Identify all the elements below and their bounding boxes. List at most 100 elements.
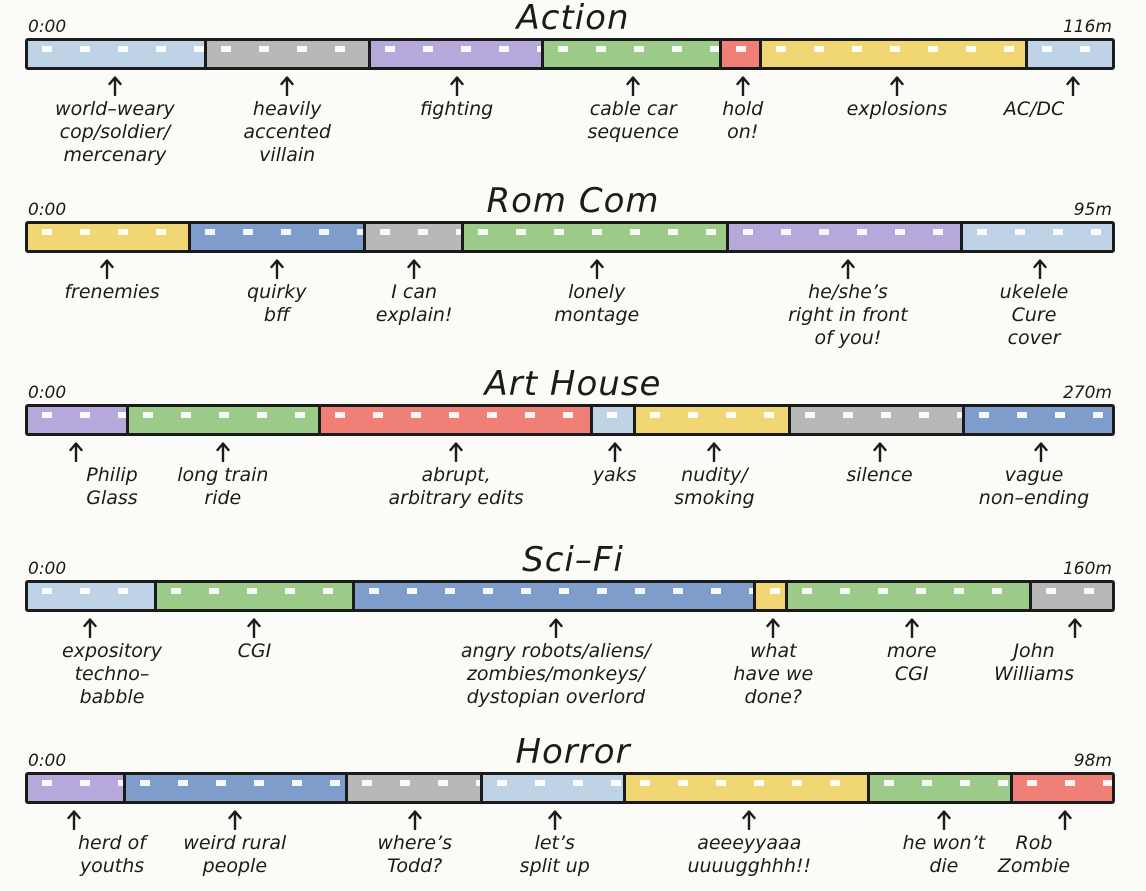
segment-label-line: nudity/ <box>681 464 748 486</box>
segment-label-line: arbitrary edits <box>388 487 524 509</box>
genre-title: Horror <box>515 732 631 772</box>
segment-label: quirky bff <box>167 281 387 327</box>
segment-label-line: hold <box>722 98 764 120</box>
segment-label: heavily accented villain <box>177 98 397 167</box>
up-arrow-icon <box>280 76 294 96</box>
start-time: 0:00 <box>28 559 67 579</box>
up-arrow-icon <box>548 810 562 830</box>
segment-label: frenemies <box>2 281 222 304</box>
segment-label-line: Glass <box>86 487 138 509</box>
up-arrow-icon <box>270 259 284 279</box>
segment-label: he/she’s right in front of you! <box>738 281 958 350</box>
segment-label-line: quirky <box>247 281 307 303</box>
segment-label-line: smoking <box>674 487 755 509</box>
segment-label: ukelele Cure cover <box>924 281 1144 350</box>
timeline-segment <box>756 583 788 609</box>
up-arrow-icon <box>872 442 887 462</box>
segment-label-line: heavily <box>252 98 322 120</box>
segment-label-line: vague <box>1004 464 1064 486</box>
segment-label-line: non–ending <box>978 487 1090 509</box>
segment-label-line: fighting <box>420 98 494 120</box>
segment-label: angry robots/aliens/zombies/monkeys/dyst… <box>446 640 666 709</box>
timeline-segment <box>28 224 191 250</box>
timeline-segment <box>190 224 367 250</box>
segment-label: cable car sequence <box>523 98 743 144</box>
segment-label-line: CGI <box>237 640 272 662</box>
segment-label: weird rural people <box>125 832 345 878</box>
timeline-segment <box>787 583 1032 609</box>
start-time: 0:00 <box>28 17 67 37</box>
timeline-segment <box>964 407 1112 433</box>
timeline-segment <box>28 583 157 609</box>
end-time: 116m <box>1062 17 1112 37</box>
up-arrow-icon <box>1067 618 1082 638</box>
segment-label: AC/DC <box>924 98 1144 121</box>
timeline-segment <box>761 41 1029 67</box>
timeline-segment <box>963 224 1112 250</box>
segment-label-line: right in front <box>788 304 908 326</box>
timeline-bar <box>25 580 1115 612</box>
up-arrow-icon <box>590 259 604 279</box>
segment-label-line: what <box>749 640 797 662</box>
up-arrow-icon <box>407 259 421 279</box>
segment-label-line: lonely <box>568 281 626 303</box>
segment-label-line: mercenary <box>63 144 167 166</box>
segment-label-line: AC/DC <box>1003 98 1065 120</box>
segment-label-line: done? <box>744 686 803 708</box>
segment-label-line: people <box>202 855 268 877</box>
up-arrow-icon <box>1034 442 1048 462</box>
up-arrow-icon <box>247 618 262 638</box>
segment-label: hold on! <box>633 98 853 144</box>
up-arrow-icon <box>449 442 463 462</box>
segment-label-line: John <box>1013 640 1055 662</box>
segment-label-line: angry robots/aliens/ <box>460 640 651 662</box>
segment-label: explosions <box>787 98 1007 121</box>
up-arrow-icon <box>67 810 81 830</box>
end-time: 160m <box>1062 559 1112 579</box>
start-time: 0:00 <box>28 200 67 220</box>
timeline-segment <box>870 775 1014 801</box>
up-arrow-icon <box>742 810 756 830</box>
segment-label-line: techno– <box>74 663 150 685</box>
segment-label: herd of youths <box>2 832 222 878</box>
segment-label-line: long train <box>177 464 269 486</box>
segment-label: yaks <box>505 464 725 487</box>
segment-label: expository techno– babble <box>2 640 222 709</box>
up-arrow-icon <box>549 618 563 638</box>
segment-label: I can explain! <box>304 281 524 327</box>
timeline-segment <box>355 583 757 609</box>
timeline-bar <box>25 404 1115 436</box>
genre-title: Sci–Fi <box>522 540 624 580</box>
timeline-segment <box>128 407 321 433</box>
up-arrow-icon <box>841 259 855 279</box>
segment-label-line: babble <box>79 686 145 708</box>
timeline-segment <box>28 407 129 433</box>
segment-label: what have we done? <box>663 640 883 709</box>
segment-label-line: he won’t <box>902 832 986 854</box>
segment-label: Philip Glass <box>2 464 222 510</box>
segment-label-line: bff <box>263 304 290 326</box>
segment-label-line: uuuugghhh!! <box>687 855 812 877</box>
segment-label: he won’t die <box>834 832 1054 878</box>
segment-label-line: Cure <box>1011 304 1057 326</box>
segment-label-line: I can <box>391 281 438 303</box>
up-arrow-icon <box>1058 810 1073 830</box>
segment-label-line: Zombie <box>997 855 1071 877</box>
up-arrow-icon <box>228 810 242 830</box>
segment-label-line: explain! <box>375 304 453 326</box>
start-time: 0:00 <box>28 751 67 771</box>
segment-label-line: silence <box>846 464 913 486</box>
up-arrow-icon <box>449 76 464 96</box>
segment-label-line: abrupt, <box>421 464 491 486</box>
segment-label-line: ride <box>204 487 242 509</box>
timeline-segment <box>320 407 593 433</box>
timeline-segment <box>28 41 207 67</box>
timeline-segment <box>1013 775 1112 801</box>
segment-label-line: more <box>886 640 937 662</box>
timeline-segment <box>483 775 627 801</box>
segment-label-line: explosions <box>846 98 948 120</box>
timeline-segment <box>636 407 792 433</box>
segment-label-line: where’s <box>377 832 453 854</box>
segment-label-line: Todd? <box>387 855 443 877</box>
segment-label-line: die <box>929 855 959 877</box>
